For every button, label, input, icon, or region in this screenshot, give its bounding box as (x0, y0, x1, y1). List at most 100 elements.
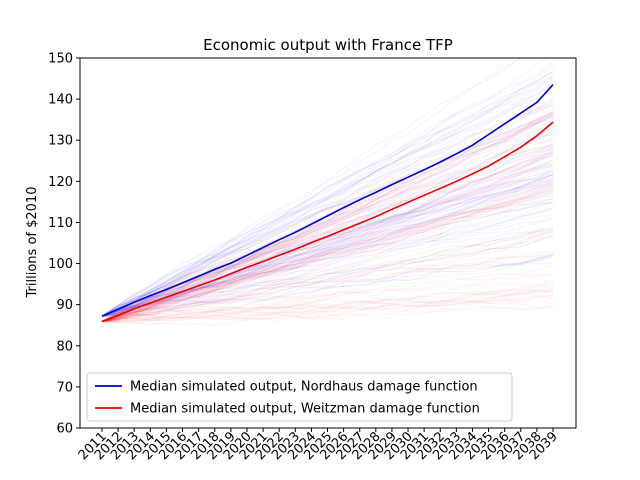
y-tick-label: 100 (48, 257, 73, 272)
simulation-line (101, 174, 554, 323)
y-tick-label: 60 (56, 422, 73, 437)
simulation-line (101, 296, 554, 323)
simulation-line (101, 185, 554, 323)
simulation-line (101, 305, 554, 325)
simulation-line (101, 290, 554, 325)
simulation-line (101, 97, 554, 317)
simulation-line (101, 173, 554, 317)
simulation-line (101, 164, 554, 317)
simulation-line (101, 194, 554, 323)
simulation-line (101, 89, 554, 323)
simulation-line (101, 207, 554, 317)
simulation-line (101, 117, 554, 317)
simulation-line (101, 118, 554, 317)
simulation-line (101, 190, 554, 317)
simulation-lines (101, 58, 554, 326)
simulation-line (101, 113, 554, 323)
simulation-line (101, 70, 554, 317)
simulation-line (101, 187, 554, 323)
simulation-line (102, 229, 554, 323)
simulation-line (101, 111, 554, 317)
simulation-line (101, 236, 554, 323)
simulation-line (101, 254, 554, 317)
simulation-line (101, 82, 554, 317)
simulation-line (101, 188, 554, 323)
simulation-line (101, 184, 554, 323)
simulation-line (101, 170, 554, 323)
simulation-line (101, 116, 554, 317)
simulation-line (101, 218, 554, 317)
simulation-line (101, 162, 554, 323)
simulation-line (101, 152, 554, 323)
simulation-line (101, 160, 554, 323)
simulation-line (101, 137, 554, 323)
simulation-line (101, 158, 554, 323)
simulation-line (101, 256, 554, 317)
simulation-line (101, 77, 554, 317)
simulation-line (101, 108, 554, 323)
simulation-line (101, 227, 554, 317)
simulation-line (101, 153, 554, 323)
legend: Median simulated output, Nordhaus damage… (86, 372, 513, 422)
simulation-line (101, 194, 554, 323)
simulation-line (101, 230, 554, 317)
simulation-line (101, 66, 554, 317)
simulation-line (101, 256, 554, 323)
simulation-line (101, 169, 554, 317)
simulation-line (101, 183, 554, 323)
simulation-line (101, 113, 554, 323)
simulation-line (101, 228, 554, 317)
simulation-line (101, 131, 554, 323)
y-tick-label: 120 (48, 175, 73, 190)
simulation-line (101, 127, 554, 323)
simulation-line (101, 192, 554, 317)
chart-title: Economic output with France TFP (203, 36, 453, 54)
simulation-line (101, 207, 554, 317)
simulation-line (101, 230, 554, 323)
legend-label: Median simulated output, Nordhaus damage… (130, 380, 478, 395)
simulation-line (101, 197, 554, 323)
y-tick-label: 80 (56, 339, 73, 354)
simulation-line (101, 202, 554, 317)
y-axis-label: Trillions of $2010 (25, 187, 40, 299)
simulation-line (101, 206, 554, 323)
simulation-line (101, 155, 554, 317)
simulation-line (101, 294, 554, 323)
simulation-line (101, 70, 554, 317)
simulation-line (101, 288, 554, 323)
simulation-line (101, 253, 554, 318)
simulation-line (101, 289, 554, 322)
simulation-line (101, 114, 554, 317)
simulation-line (101, 74, 554, 317)
simulation-line (101, 214, 554, 323)
simulation-line (101, 216, 554, 317)
simulation-line (101, 104, 554, 317)
simulation-line (101, 133, 554, 317)
simulation-line (101, 143, 554, 323)
simulation-line (101, 58, 522, 317)
simulation-line (101, 114, 554, 323)
simulation-line (101, 174, 554, 317)
simulation-line (101, 169, 554, 317)
simulation-line (101, 159, 554, 323)
simulation-line (101, 280, 554, 323)
simulation-line (101, 173, 554, 317)
simulation-line (101, 255, 554, 317)
simulation-line (101, 63, 554, 317)
simulation-line (101, 198, 554, 323)
simulation-line (101, 169, 554, 317)
simulation-line (101, 305, 554, 323)
simulation-line (101, 234, 554, 317)
simulation-line (101, 180, 554, 317)
simulation-line (101, 224, 554, 323)
simulation-line (101, 115, 554, 317)
simulation-line (101, 146, 554, 323)
simulation-line (101, 148, 554, 317)
y-tick-label: 110 (48, 216, 73, 231)
simulation-line (101, 146, 554, 323)
simulation-line (101, 272, 554, 324)
simulation-line (101, 197, 554, 317)
simulation-line (101, 118, 554, 317)
simulation-line (101, 298, 554, 323)
